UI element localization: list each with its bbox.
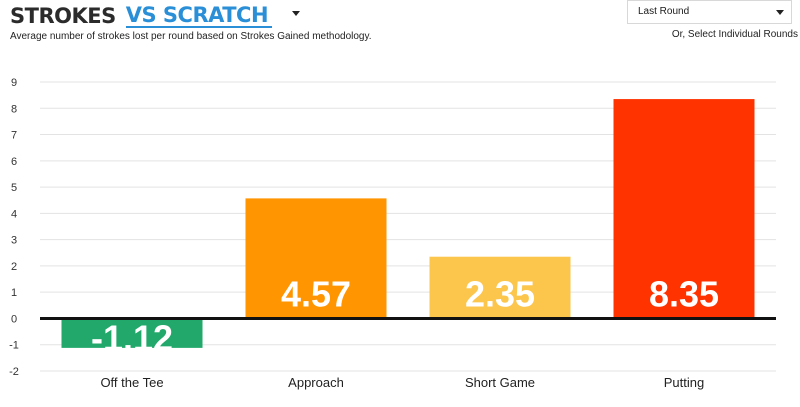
y-tick-label: 9 <box>11 77 17 89</box>
bar-approach <box>245 198 387 319</box>
chart-header: STROKES VS SCRATCH Average number of str… <box>0 0 800 48</box>
chart-title: STROKES VS SCRATCH <box>10 4 273 28</box>
y-tick-label: -1 <box>9 340 19 352</box>
y-tick-label: 7 <box>11 130 17 142</box>
bar-value-label: 2.35 <box>465 273 535 314</box>
y-tick-label: 5 <box>11 182 17 194</box>
round-select-value: Last Round <box>638 6 690 17</box>
x-category-label: Approach <box>288 375 344 390</box>
select-individual-rounds-link[interactable]: Or, Select Individual Rounds <box>671 29 798 40</box>
y-tick-label: 3 <box>11 235 17 247</box>
y-tick-label: 1 <box>11 287 17 299</box>
chevron-down-icon <box>776 10 784 15</box>
strokes-bar-chart: 9 8 7 6 5 4 3 2 1 0 -1 -2 -1.12 Off the Tee 4.57 Approa… <box>9 77 776 390</box>
x-category-label: Off the Tee <box>100 375 163 390</box>
chart-subtitle: Average number of strokes lost per round… <box>10 31 372 42</box>
y-tick-label: -2 <box>9 366 19 378</box>
title-comparison-selector[interactable]: VS SCRATCH <box>125 4 273 28</box>
title-primary: STROKES <box>10 4 116 28</box>
y-tick-label: 4 <box>11 208 17 220</box>
bar-off-the-tee <box>61 318 203 348</box>
round-select-dropdown[interactable]: Last Round <box>627 0 792 24</box>
y-tick-label: 6 <box>11 156 17 168</box>
bar-short-game <box>429 256 571 319</box>
chevron-down-icon[interactable] <box>292 11 300 16</box>
bar-value-label: 4.57 <box>281 273 351 314</box>
bar-value-label: -1.12 <box>91 317 173 358</box>
y-tick-label: 0 <box>11 313 17 325</box>
bar-putting <box>613 99 755 319</box>
x-category-label: Short Game <box>465 375 535 390</box>
bar-value-label: 8.35 <box>649 273 719 314</box>
y-tick-label: 8 <box>11 103 17 115</box>
y-tick-label: 2 <box>11 261 17 273</box>
x-category-label: Putting <box>664 375 704 390</box>
